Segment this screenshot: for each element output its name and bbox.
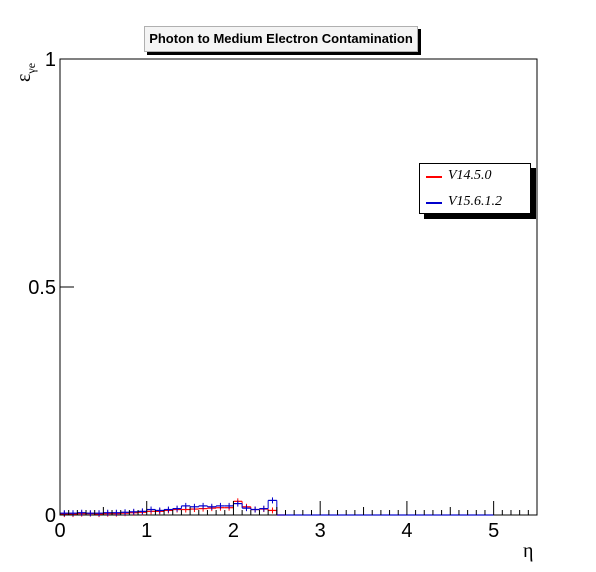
- y-axis-label-sub: γe: [24, 63, 38, 75]
- chart-title: Photon to Medium Electron Contamination: [149, 31, 413, 46]
- x-tick-label-1: 1: [141, 520, 152, 542]
- x-axis-label: η: [523, 540, 533, 562]
- legend-entry-2: V15.6.1.2: [420, 192, 530, 214]
- axis-layer: 0 1 2 3 4 5 0 0.5 1: [28, 49, 538, 542]
- y-axis-label: εγe: [13, 63, 38, 82]
- x-tick-label-4: 4: [401, 520, 412, 542]
- y-tick-label-1: 0.5: [28, 277, 56, 299]
- x-tick-label-5: 5: [488, 520, 499, 542]
- x-tick-label-2: 2: [228, 520, 239, 542]
- legend-label-2: V15.6.1.2: [448, 194, 503, 209]
- y-tick-label-2: 1: [45, 49, 56, 71]
- legend: V14.5.0 V15.6.1.2: [419, 163, 531, 214]
- x-tick-label-3: 3: [315, 520, 326, 542]
- x-tick-label-0: 0: [54, 520, 65, 542]
- series-layer: [60, 497, 494, 518]
- y-tick-label-0: 0: [45, 505, 56, 527]
- legend-swatch-2: [426, 202, 442, 204]
- legend-swatch-1: [426, 176, 442, 178]
- y-axis-label-main: ε: [13, 74, 35, 82]
- chart-title-box: Photon to Medium Electron Contamination: [144, 26, 418, 52]
- plot-frame: [59, 58, 538, 516]
- legend-entry-1: V14.5.0: [420, 166, 530, 188]
- legend-label-1: V14.5.0: [448, 168, 492, 183]
